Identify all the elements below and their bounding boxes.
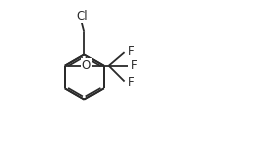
Text: O: O <box>82 59 91 72</box>
Text: F: F <box>128 76 134 89</box>
Text: F: F <box>131 59 138 72</box>
Text: Cl: Cl <box>76 10 88 22</box>
Text: F: F <box>128 45 134 58</box>
